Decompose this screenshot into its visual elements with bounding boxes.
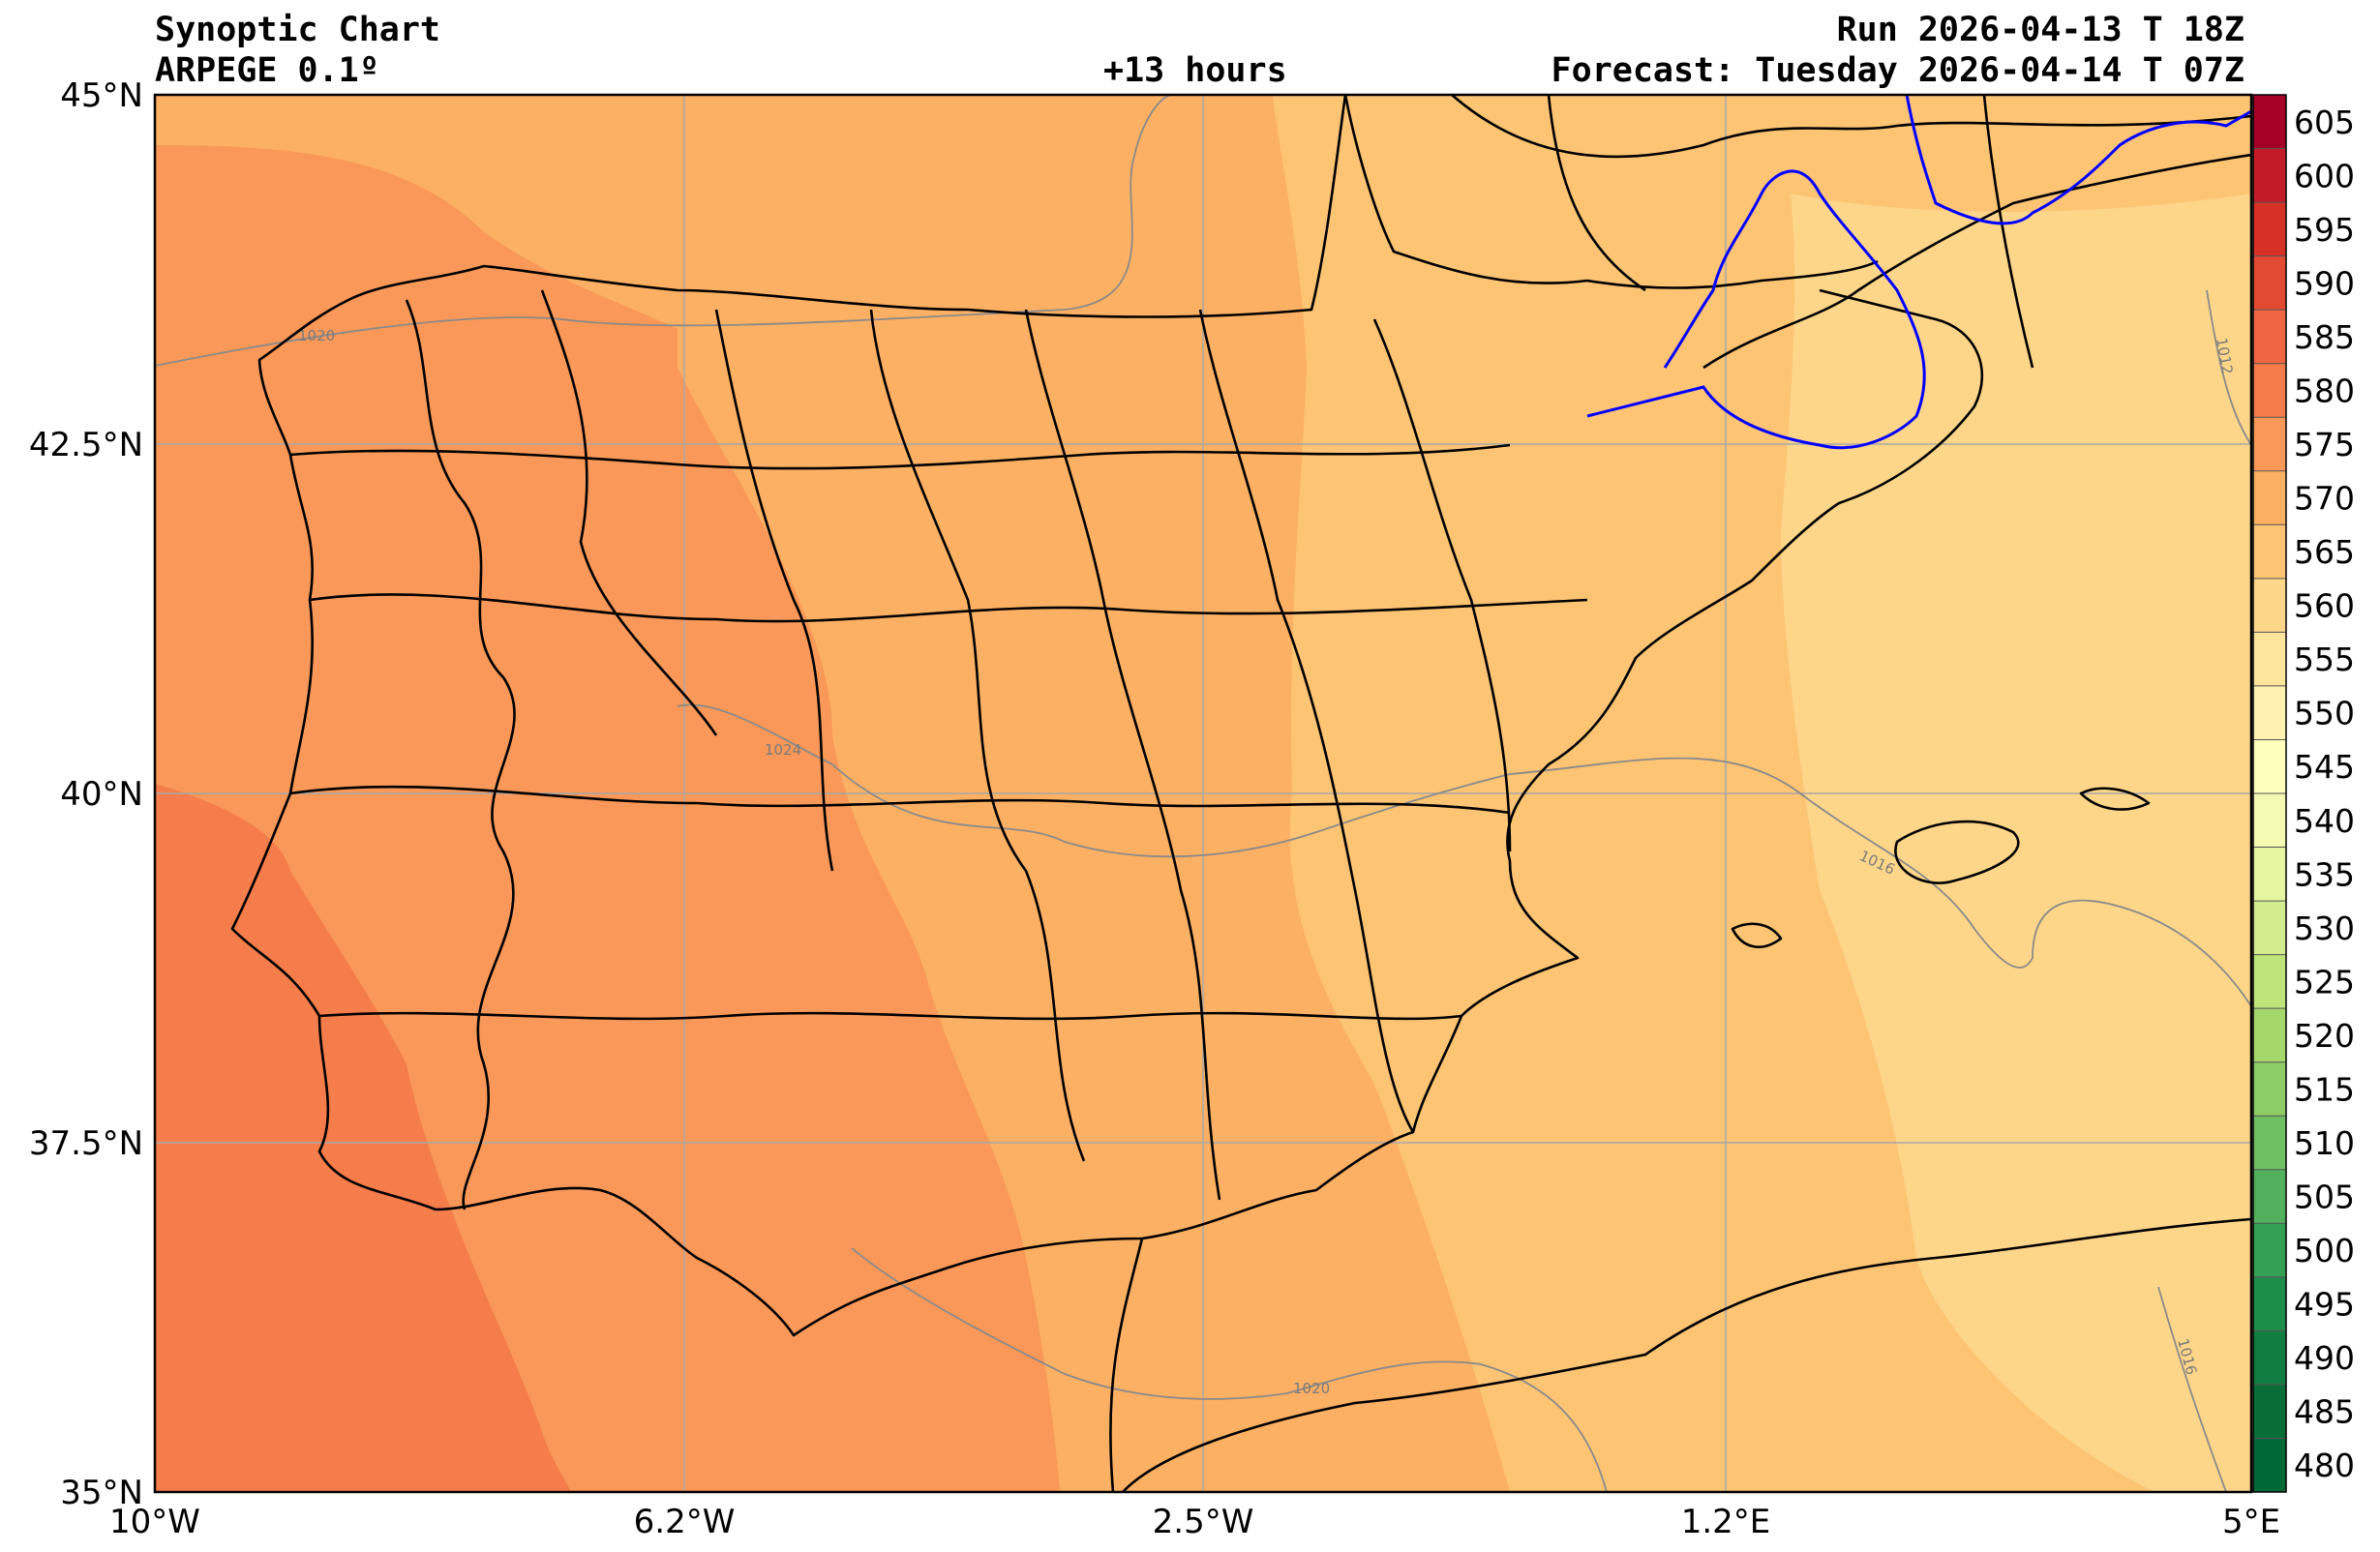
colorbar-swatch xyxy=(2253,255,2286,311)
band-580 xyxy=(155,784,571,1492)
colorbar-label: 510 xyxy=(2294,1124,2355,1162)
colorbar-swatch xyxy=(2253,363,2286,418)
colorbar: 605 600 595 590 585 580 575 570 565 560 555 550 545 5… xyxy=(2252,94,2355,1493)
run-label: Run 2026-04-13 T 18Z xyxy=(1836,11,2244,49)
colorbar-swatch xyxy=(2253,1008,2286,1063)
colorbar-swatch xyxy=(2253,739,2286,794)
colorbar-swatch xyxy=(2253,1276,2286,1331)
colorbar-label: 605 xyxy=(2294,104,2355,141)
colorbar-swatch xyxy=(2253,578,2286,633)
colorbar-label: 545 xyxy=(2294,748,2355,786)
colorbar-swatch xyxy=(2253,1384,2286,1439)
colorbar-label: 515 xyxy=(2294,1070,2355,1108)
colorbar-label: 565 xyxy=(2294,533,2355,571)
band-560 xyxy=(1781,194,2251,1492)
colorbar-label: 550 xyxy=(2294,695,2355,732)
colorbar-label: 495 xyxy=(2294,1286,2355,1324)
colorbar-label: 580 xyxy=(2294,372,2355,409)
colorbar-label: 530 xyxy=(2294,910,2355,947)
colorbar-swatch xyxy=(2253,148,2286,203)
isobar-label: 1020 xyxy=(1293,1380,1330,1397)
colorbar-label: 570 xyxy=(2294,480,2355,518)
colorbar-swatch xyxy=(2253,417,2286,472)
colorbar-label: 595 xyxy=(2294,211,2355,249)
colorbar-swatch xyxy=(2253,470,2286,525)
colorbar-swatch xyxy=(2253,95,2286,150)
colorbar-label: 560 xyxy=(2294,587,2355,625)
colorbar-label: 520 xyxy=(2294,1017,2355,1055)
freezing-level-contour xyxy=(1586,95,2251,450)
colorbar-label: 500 xyxy=(2294,1232,2355,1269)
lat-label: 40°N xyxy=(60,775,143,814)
colorbar-swatch xyxy=(2253,793,2286,849)
colorbar-swatch xyxy=(2253,847,2286,902)
lat-label: 42.5°N xyxy=(29,426,143,464)
lead-time-label: +13 hours xyxy=(1103,51,1287,90)
lat-axis: 45°N 42.5°N 40°N 37.5°N 35°N xyxy=(29,76,143,1512)
colorbar-swatch xyxy=(2253,1438,2286,1493)
lon-label: 5°E xyxy=(2222,1503,2280,1541)
lat-label: 35°N xyxy=(60,1474,143,1512)
colorbar-label: 535 xyxy=(2294,855,2355,893)
colorbar-label: 585 xyxy=(2294,318,2355,356)
colorbar-label: 590 xyxy=(2294,264,2355,302)
chart-title: Synoptic Chart xyxy=(155,11,441,49)
lon-label: 6.2°W xyxy=(634,1503,736,1541)
colorbar-swatch xyxy=(2253,310,2286,365)
map-frame xyxy=(153,93,2253,1494)
colorbar-swatch xyxy=(2253,524,2286,580)
colorbar-swatch xyxy=(2253,954,2286,1009)
colorbar-swatch xyxy=(2253,632,2286,687)
lon-axis: 10°W 6.2°W 2.5°W 1.2°E 5°E xyxy=(109,1503,2280,1541)
colorbar-swatch xyxy=(2253,901,2286,956)
colorbar-swatch xyxy=(2253,685,2286,740)
colorbar-label: 505 xyxy=(2294,1179,2355,1216)
colorbar-label: 490 xyxy=(2294,1339,2355,1377)
colorbar-swatch xyxy=(2253,1116,2286,1171)
lon-label: 2.5°W xyxy=(1153,1503,1254,1541)
forecast-label: Forecast: Tuesday 2026-04-14 T 07Z xyxy=(1551,51,2244,90)
isobars xyxy=(155,95,2251,1492)
colorbar-label: 555 xyxy=(2294,641,2355,678)
coastlines xyxy=(230,95,2251,1492)
colorbar-label: 540 xyxy=(2294,802,2355,840)
colorbar-label: 600 xyxy=(2294,157,2355,194)
lon-label: 1.2°E xyxy=(1681,1503,1771,1541)
lon-label: 10°W xyxy=(109,1503,200,1541)
colorbar-swatch xyxy=(2253,1169,2286,1224)
colorbar-label: 575 xyxy=(2294,426,2355,463)
colorbar-swatch xyxy=(2253,1061,2286,1117)
colorbar-label: 480 xyxy=(2294,1447,2355,1484)
colorbar-swatch xyxy=(2253,202,2286,257)
model-label: ARPEGE 0.1º xyxy=(155,51,379,90)
colorbar-label: 485 xyxy=(2294,1393,2355,1431)
colorbar-swatch xyxy=(2253,1223,2286,1278)
lat-label: 37.5°N xyxy=(29,1124,143,1163)
isobar-label: 1024 xyxy=(765,741,801,759)
colorbar-frame xyxy=(2252,94,2287,1493)
colorbar-label: 525 xyxy=(2294,963,2355,1000)
lat-label: 45°N xyxy=(60,76,143,115)
isobar-label: 1020 xyxy=(298,327,335,344)
colorbar-swatch xyxy=(2253,1330,2286,1386)
